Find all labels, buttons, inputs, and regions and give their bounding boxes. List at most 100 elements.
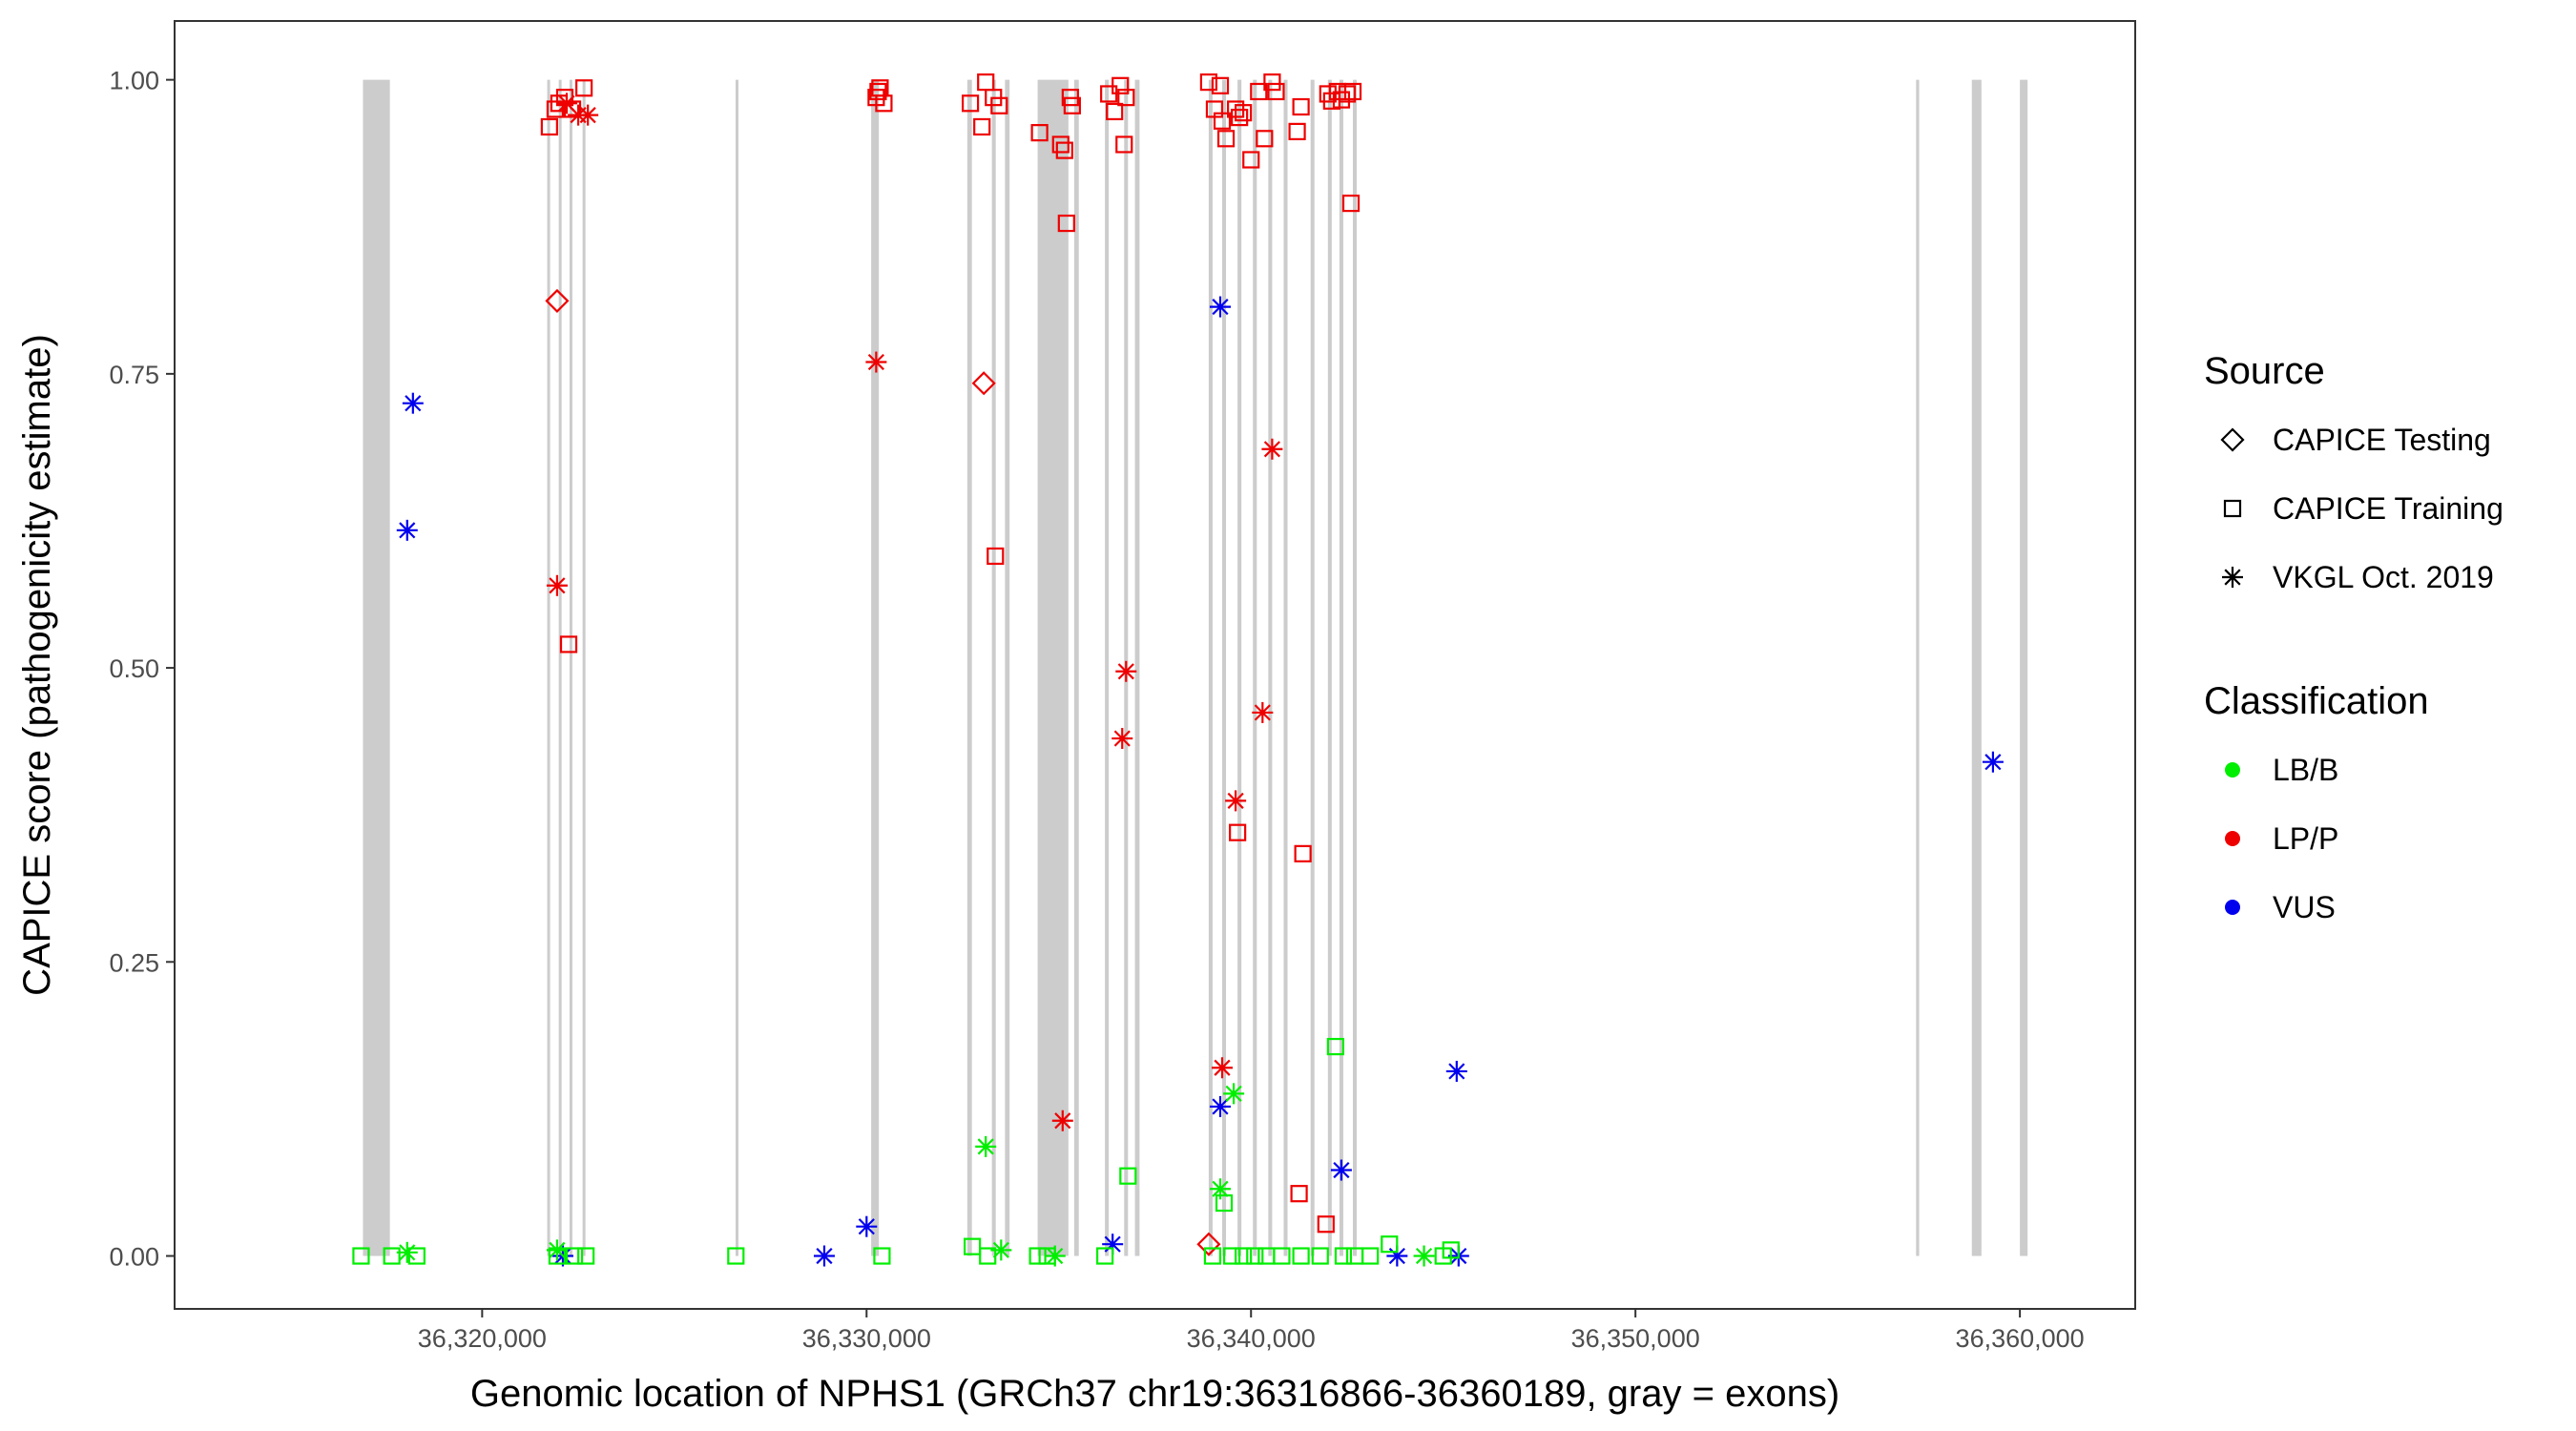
legend-label: LP/P <box>2273 821 2338 856</box>
data-point <box>1413 1245 1435 1267</box>
x-tick-label: 36,330,000 <box>802 1324 931 1353</box>
legend: Source CAPICE Testing CAPICE Training VKGL … <box>2204 350 2503 924</box>
legend-label: LB/B <box>2273 753 2338 787</box>
data-point <box>1250 82 1268 101</box>
data-point <box>990 96 1008 114</box>
data-point <box>973 117 991 136</box>
legend-key-diamond <box>2220 427 2245 452</box>
legend-label: VKGL Oct. 2019 <box>2273 560 2494 594</box>
data-point <box>1212 1057 1234 1079</box>
data-point <box>383 1247 401 1265</box>
data-point <box>979 1247 997 1265</box>
exon-band <box>966 79 972 1256</box>
data-point <box>1273 1247 1291 1265</box>
exon-band <box>1253 79 1257 1256</box>
data-point <box>1196 1232 1221 1256</box>
exon-band <box>1916 79 1920 1256</box>
y-tick-label: 0.50 <box>109 654 159 683</box>
data-point <box>396 519 418 541</box>
data-point <box>1290 1185 1308 1203</box>
data-point <box>1222 1247 1241 1265</box>
data-point <box>1030 124 1049 142</box>
data-point <box>1381 1235 1399 1254</box>
data-point <box>1326 1037 1344 1056</box>
y-tick-label: 0.00 <box>109 1243 159 1272</box>
data-point <box>961 94 980 113</box>
data-point <box>813 1245 835 1267</box>
data-point <box>575 79 593 97</box>
data-point <box>1288 122 1306 140</box>
exon-band <box>1037 79 1069 1256</box>
data-point <box>1115 135 1133 154</box>
data-point <box>1213 112 1232 130</box>
data-point <box>1063 96 1081 114</box>
data-point <box>1038 1247 1056 1265</box>
data-point <box>1292 1247 1310 1265</box>
data-point <box>1117 89 1135 107</box>
exon-band <box>1339 79 1343 1256</box>
legend-key-color <box>2225 831 2240 846</box>
exon-band <box>1105 79 1110 1256</box>
y-tick-label: 0.25 <box>109 948 159 977</box>
data-point <box>352 1247 370 1265</box>
data-point <box>1203 1247 1222 1265</box>
x-tick-label: 36,340,000 <box>1187 1324 1316 1353</box>
legend-key-asterisk <box>2222 567 2243 588</box>
data-point <box>407 1247 426 1265</box>
data-point <box>869 82 887 101</box>
exon-band <box>1310 79 1315 1256</box>
exon-band <box>1971 79 1982 1256</box>
data-point <box>987 547 1005 566</box>
exon-band <box>547 79 551 1256</box>
exon-band <box>1353 79 1358 1256</box>
exon-band <box>2020 79 2028 1256</box>
legend-label: VUS <box>2273 890 2336 924</box>
x-axis-title: Genomic location of NPHS1 (GRCh37 chr19:… <box>470 1373 1839 1415</box>
y-axis-title: CAPICE score (pathogenicity estimate) <box>16 334 58 996</box>
x-tick-label: 36,350,000 <box>1571 1324 1700 1353</box>
data-point <box>1317 1215 1335 1234</box>
data-point <box>1199 73 1218 92</box>
data-point <box>1242 151 1260 169</box>
exon-band <box>582 79 586 1256</box>
data-point <box>971 371 996 396</box>
axes: 36,320,000 36,330,000 36,340,000 36,350,000… <box>109 67 2084 1353</box>
data-point <box>1330 1159 1352 1181</box>
exon-band <box>558 79 562 1256</box>
data-point <box>1210 296 1231 318</box>
exon-band <box>871 79 880 1256</box>
data-point <box>1341 194 1361 213</box>
exon-band <box>1268 79 1273 1256</box>
legend-label: CAPICE Training <box>2273 491 2503 526</box>
exon-band <box>1237 79 1242 1256</box>
data-point <box>1051 135 1070 154</box>
data-point <box>1225 790 1247 812</box>
legend-title: Classification <box>2204 680 2429 722</box>
data-point <box>1215 1193 1234 1213</box>
exon-band <box>1073 79 1079 1256</box>
data-point <box>873 1247 891 1265</box>
data-point <box>540 117 558 136</box>
legend-key-color <box>2225 762 2240 778</box>
data-point <box>1256 130 1274 148</box>
data-point <box>559 635 578 653</box>
data-point <box>1235 104 1253 122</box>
data-point <box>856 1215 878 1237</box>
data-point <box>1294 844 1312 862</box>
data-point <box>1267 82 1285 101</box>
exon-band <box>1208 79 1213 1256</box>
data-point <box>1338 85 1357 103</box>
data-point <box>1096 1247 1114 1265</box>
data-point <box>577 104 599 126</box>
legend-key-color <box>2225 900 2240 915</box>
data-point <box>1311 1247 1329 1265</box>
legend-key-square <box>2223 499 2242 518</box>
data-point <box>1982 751 2004 773</box>
data-point <box>402 392 424 414</box>
data-point <box>548 1247 567 1265</box>
data-point <box>1223 1083 1245 1105</box>
data-point <box>975 1135 997 1157</box>
data-point <box>1115 660 1137 682</box>
data-point <box>1055 141 1073 159</box>
